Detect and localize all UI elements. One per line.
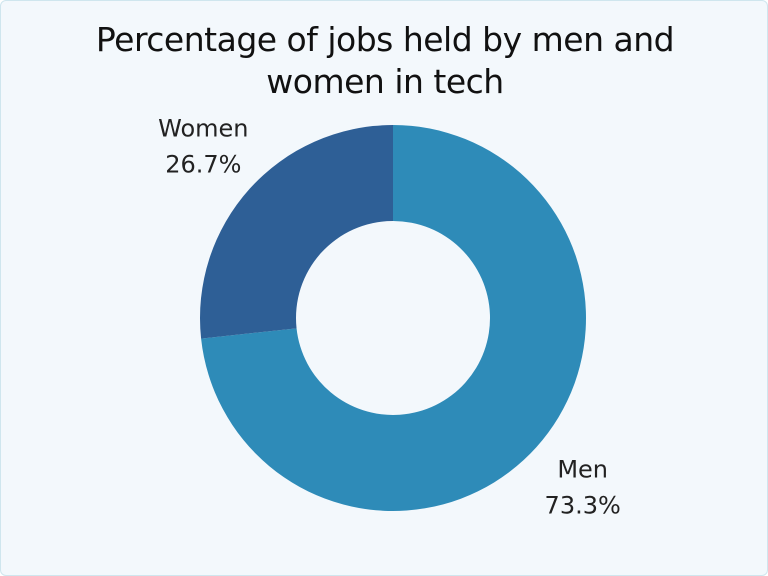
slice-value-label: 73.3%	[545, 491, 621, 519]
slice-label: Men	[557, 455, 608, 483]
donut-slice	[201, 125, 586, 512]
slice-value-label: 26.7%	[165, 151, 241, 179]
donut-slice	[200, 125, 393, 339]
slice-label: Women	[158, 115, 248, 143]
chart-title: Percentage of jobs held by men and women…	[95, 20, 675, 101]
